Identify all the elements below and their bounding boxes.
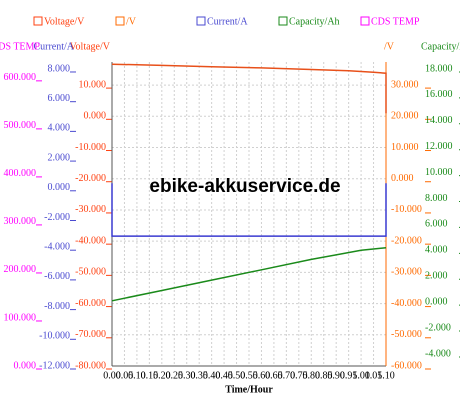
lines [111, 63, 387, 302]
x-tick-label: 0.05 [116, 370, 134, 381]
y-tick-label: 18.000 [425, 63, 453, 74]
y-tick-label: 6.000 [48, 93, 71, 104]
axis-title: Capacity/Ah [421, 41, 460, 52]
legend-label: Current/A [207, 16, 248, 27]
x-tick-label: 0.90 [327, 370, 345, 381]
y-tick-label: 6.000 [425, 219, 448, 230]
y-tick-label: -40.000 [391, 298, 422, 309]
y-tick-label: -20.000 [391, 235, 422, 246]
y-tick-label: 2.000 [48, 152, 71, 163]
y-tick-label: 10.000 [79, 79, 107, 90]
x-tick-label: 0.10 [128, 370, 146, 381]
x-tick-label: 0.60 [253, 370, 271, 381]
legend-checkbox [360, 16, 370, 26]
x-tick-label: 0.00 [103, 370, 121, 381]
y-tick-label: -4.000 [425, 348, 451, 359]
legend-checkbox [115, 16, 125, 26]
legend-checkbox [196, 16, 206, 26]
y-tick-label: -30.000 [391, 267, 422, 278]
y-tick-label: 400.000 [4, 168, 37, 179]
axis-title: Current/A [33, 41, 74, 52]
y-tick-label: 8.000 [425, 193, 448, 204]
y-tick-label: -2.000 [425, 322, 451, 333]
y-tick-label: 0.000 [84, 111, 107, 122]
legend-checkbox [278, 16, 288, 26]
grid [111, 62, 387, 367]
x-tick-label: 1.00 [352, 370, 370, 381]
legend-label: Capacity/Ah [289, 16, 340, 27]
y-tick-label: 4.000 [425, 245, 448, 256]
y-tick-label: -4.000 [44, 241, 70, 252]
x-tick-label: 0.30 [178, 370, 196, 381]
x-tick-label: 0.95 [340, 370, 358, 381]
y-tick-label: -30.000 [75, 204, 106, 215]
y-tick-label: -70.000 [75, 329, 106, 340]
legend-label: Voltage/V [44, 16, 85, 27]
series-line [111, 246, 387, 302]
x-tick-label: 0.35 [190, 370, 208, 381]
y-tick-label: 500.000 [4, 120, 37, 131]
legend-checkbox [33, 16, 43, 26]
y-tick-label: -80.000 [75, 360, 106, 371]
y-tick-label: -6.000 [44, 271, 70, 282]
series-line [111, 63, 387, 114]
y-tick-label: 0.000 [14, 360, 37, 371]
y-tick-label: -12.000 [39, 360, 70, 371]
axis-title: Voltage/V [70, 41, 111, 52]
y-tick-label: 16.000 [425, 89, 453, 100]
y-tick-label: 14.000 [425, 115, 453, 126]
y-tick-label: 10.000 [391, 142, 419, 153]
y-tick-label: -10.000 [39, 331, 70, 342]
y-tick-label: -60.000 [391, 360, 422, 371]
y-tick-label: 0.000 [391, 173, 414, 184]
y-tick-label: 2.000 [425, 271, 448, 282]
watermark: ebike-akkuservice.de [149, 176, 340, 197]
x-tick-label: 0.70 [278, 370, 296, 381]
x-tick-label: 0.80 [303, 370, 321, 381]
y-tick-label: 10.000 [425, 167, 453, 178]
y-tick-label: 600.000 [4, 72, 37, 83]
x-tick-label: 0.65 [265, 370, 283, 381]
y-tick-label: -50.000 [391, 329, 422, 340]
x-tick-label: 0.45 [215, 370, 233, 381]
y-tick-label: -50.000 [75, 267, 106, 278]
y-tick-label: -10.000 [391, 204, 422, 215]
x-tick-label: 0.25 [166, 370, 184, 381]
y-tick-label: -60.000 [75, 298, 106, 309]
x-tick-label: 0.50 [228, 370, 246, 381]
y-tick-label: 100.000 [4, 312, 37, 323]
legend-label: /V [126, 16, 137, 27]
x-tick-label: 0.40 [203, 370, 221, 381]
y-tick-label: 20.000 [391, 111, 419, 122]
legend-label: CDS TEMP [371, 16, 420, 27]
axis-title: /V [384, 41, 395, 52]
y-tick-label: 4.000 [48, 123, 71, 134]
y-tick-label: -2.000 [44, 212, 70, 223]
y-tick-label: 8.000 [48, 63, 71, 74]
y-tick-label: 30.000 [391, 79, 419, 90]
y-tick-label: -8.000 [44, 301, 70, 312]
series-line [111, 183, 387, 237]
y-tick-label: 300.000 [4, 216, 37, 227]
y-tick-label: 0.000 [48, 182, 71, 193]
x-axis-title: Time/Hour [225, 384, 273, 395]
x-tick-label: 1.10 [377, 370, 395, 381]
y-tick-label: 200.000 [4, 264, 37, 275]
y-tick-label: -20.000 [75, 173, 106, 184]
axis-title: CDS TEMP [0, 41, 40, 52]
axes: 0.000.050.100.150.200.250.300.350.400.45… [0, 16, 460, 381]
x-tick-label: 0.15 [141, 370, 159, 381]
y-tick-label: 12.000 [425, 141, 453, 152]
x-tick-label: 0.20 [153, 370, 171, 381]
y-tick-label: 0.000 [425, 296, 448, 307]
y-tick-label: -40.000 [75, 235, 106, 246]
x-tick-label: 0.75 [290, 370, 308, 381]
x-tick-label: 1.05 [365, 370, 383, 381]
x-tick-label: 0.85 [315, 370, 333, 381]
y-tick-label: -10.000 [75, 142, 106, 153]
x-tick-label: 0.55 [240, 370, 258, 381]
